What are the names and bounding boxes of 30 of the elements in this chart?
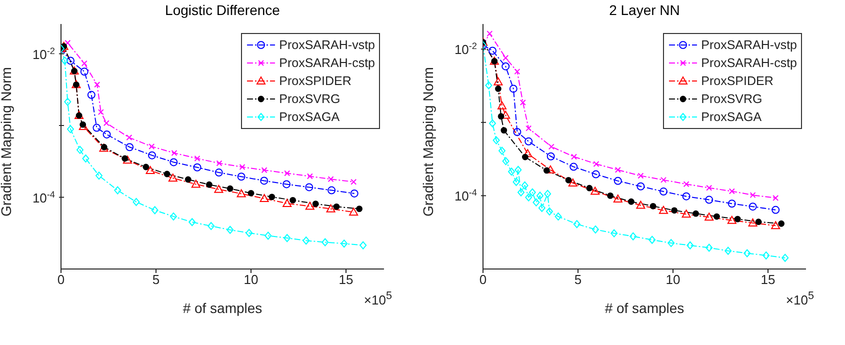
x-tick-label: 0 xyxy=(57,272,65,288)
x-tick-label: 15 xyxy=(760,272,776,288)
y-axis-title: Gradient Mapping Norm xyxy=(420,67,436,216)
legend-label: ProxSVRG xyxy=(701,92,762,106)
legend-label: ProxSARAH-vstp xyxy=(701,38,797,52)
chart-title: 2 Layer NN xyxy=(608,2,681,18)
legend-label: ProxSVRG xyxy=(279,92,340,106)
x-tick-label: 0 xyxy=(479,272,487,288)
x-axis-title: # of samples xyxy=(604,300,684,316)
legend-label: ProxSARAH-vstp xyxy=(279,38,375,52)
legend-label: ProxSARAH-cstp xyxy=(701,56,797,70)
x-tick-label: 10 xyxy=(244,272,258,288)
legend-label: ProxSARAH-cstp xyxy=(279,56,375,70)
legend-label: ProxSPIDER xyxy=(279,74,352,88)
y-tick-label: 10$^{-2}$ xyxy=(32,46,55,62)
y-tick-label: 10$^{-4}$ xyxy=(32,189,55,206)
x-tick-label: 5 xyxy=(574,272,582,288)
x-tick-label: 15 xyxy=(338,272,354,288)
x-tick-label: 5 xyxy=(152,272,160,288)
legend-label: ProxSAGA xyxy=(279,110,340,124)
y-axis-title: Gradient Mapping Norm xyxy=(0,67,14,216)
x-tick-label: 10 xyxy=(666,272,680,288)
y-tick-label: 10$^{-4}$ xyxy=(454,188,477,204)
text: ×10$^{5}$ xyxy=(364,290,392,308)
legend-label: ProxSPIDER xyxy=(701,74,774,88)
chart-title: Logistic Difference xyxy=(164,2,281,18)
y-tick-label: 10$^{-2}$ xyxy=(454,41,477,58)
text: ×10$^{5}$ xyxy=(786,290,814,308)
legend-label: ProxSAGA xyxy=(701,110,762,124)
x-axis-title: # of samples xyxy=(182,300,262,316)
